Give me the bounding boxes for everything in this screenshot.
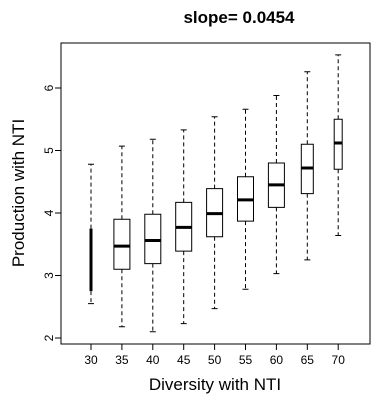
box-70 bbox=[333, 54, 343, 236]
x-axis: 30 35 40 45 50 55 60 65 70 bbox=[84, 344, 345, 367]
box-40 bbox=[144, 138, 162, 333]
x-tick-label: 65 bbox=[301, 353, 315, 367]
box-body bbox=[113, 218, 131, 270]
x-axis-label: Diversity with NTI bbox=[149, 375, 281, 394]
chart-title: slope= 0.0454 bbox=[183, 8, 295, 27]
x-tick-label: 45 bbox=[177, 353, 191, 367]
x-tick-label: 55 bbox=[239, 353, 253, 367]
y-tick-label: 5 bbox=[42, 147, 56, 154]
y-tick-label: 4 bbox=[42, 209, 56, 216]
x-tick-label: 50 bbox=[208, 353, 222, 367]
box-45 bbox=[175, 129, 193, 325]
x-tick-label: 35 bbox=[115, 353, 129, 367]
box-50 bbox=[206, 116, 224, 310]
box-35 bbox=[113, 145, 131, 328]
box-series bbox=[88, 54, 343, 333]
box-body bbox=[144, 213, 162, 265]
y-axis: 2 3 4 5 6 bbox=[42, 84, 61, 341]
x-tick-label: 70 bbox=[332, 353, 346, 367]
x-tick-label: 60 bbox=[270, 353, 284, 367]
y-tick-label: 3 bbox=[42, 272, 56, 279]
box-55 bbox=[237, 108, 254, 290]
y-tick-label: 2 bbox=[42, 334, 56, 341]
x-tick-label: 40 bbox=[146, 353, 160, 367]
x-tick-label: 30 bbox=[84, 353, 98, 367]
y-axis-label: Production with NTI bbox=[9, 119, 28, 267]
y-tick-label: 6 bbox=[42, 84, 56, 91]
plot-frame bbox=[60, 42, 371, 345]
box-60 bbox=[267, 95, 285, 275]
box-30 bbox=[88, 163, 94, 305]
box-65 bbox=[300, 71, 314, 261]
